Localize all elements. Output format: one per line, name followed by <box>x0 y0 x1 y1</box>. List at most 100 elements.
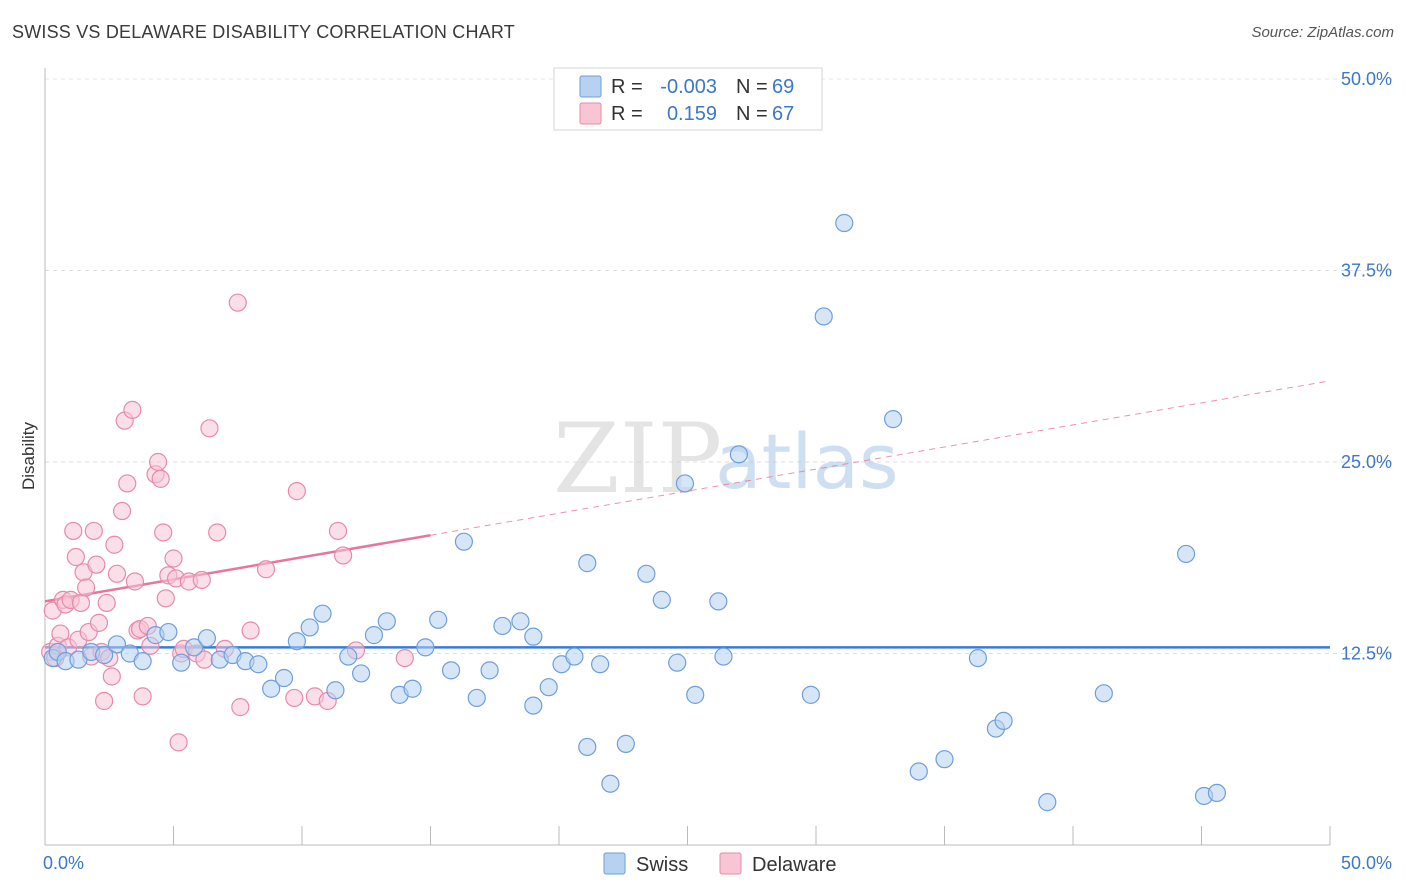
delaware-point <box>105 535 124 554</box>
delaware-point <box>133 687 152 706</box>
delaware-point <box>395 648 414 668</box>
source-credit: Source: ZipAtlas.com <box>1251 24 1394 41</box>
delaware-trend-line <box>44 533 431 603</box>
swiss-point <box>1176 544 1196 564</box>
swiss-point <box>133 652 152 671</box>
delaware-point <box>328 521 348 541</box>
x-tick-label: 50.0% <box>1341 853 1392 873</box>
delaware-point <box>64 521 83 541</box>
swiss-point <box>591 655 610 674</box>
swiss-point <box>159 622 178 642</box>
delaware-point <box>334 546 353 565</box>
delaware-point <box>102 667 121 686</box>
swiss-series-label: Swiss <box>636 854 688 876</box>
swiss-r-value: -0.003 <box>660 76 717 98</box>
swiss-point <box>95 645 114 665</box>
delaware-points <box>41 293 414 752</box>
y-axis-title: Disability <box>19 421 38 490</box>
delaware-point <box>287 482 306 501</box>
swiss-point <box>416 638 435 657</box>
swiss-point <box>107 635 127 654</box>
swiss-point <box>883 410 903 429</box>
swiss-point <box>578 554 597 573</box>
delaware-point <box>200 419 219 438</box>
watermark-atlas: atlas <box>715 417 899 506</box>
swiss-point <box>377 612 396 631</box>
delaware-point <box>148 452 168 472</box>
delaware-point <box>156 589 175 608</box>
delaware-point <box>89 613 109 632</box>
delaware-point <box>87 555 106 574</box>
swiss-point <box>935 750 954 769</box>
swiss-point <box>539 678 558 697</box>
y-tick-label: 25.0% <box>1341 452 1392 472</box>
delaware-point <box>208 523 227 542</box>
swiss-point <box>364 626 384 645</box>
correlation-legend: R = -0.003 N = 69 R = 0.159 N = 67 <box>553 67 823 131</box>
delaware-point <box>164 549 183 568</box>
series-legend: Swiss Delaware <box>603 852 836 876</box>
swiss-point <box>801 685 820 704</box>
delaware-r-label: R = <box>611 103 643 125</box>
trend-lines <box>44 380 1331 649</box>
delaware-series-swatch <box>719 852 742 875</box>
swiss-point <box>300 618 319 637</box>
delaware-point <box>231 698 250 717</box>
swiss-n-value: 69 <box>772 76 794 98</box>
delaware-point <box>285 688 304 708</box>
swiss-point <box>668 653 687 672</box>
swiss-point <box>441 661 461 680</box>
swiss-point <box>403 679 422 698</box>
swiss-legend-swatch <box>579 75 602 98</box>
delaware-legend-swatch <box>579 102 602 125</box>
swiss-point <box>637 564 656 583</box>
swiss-point <box>274 668 294 688</box>
delaware-point <box>71 593 91 613</box>
y-tick-label: 12.5% <box>1341 644 1392 664</box>
chart-title: SWISS VS DELAWARE DISABILITY CORRELATION… <box>12 22 515 42</box>
swiss-point <box>729 445 749 464</box>
swiss-point <box>313 604 332 623</box>
swiss-point <box>262 679 281 698</box>
delaware-point <box>66 547 85 567</box>
delaware-point <box>97 593 116 613</box>
swiss-point <box>1038 793 1057 812</box>
delaware-n-label: N = <box>736 103 768 125</box>
delaware-point <box>123 400 142 420</box>
swiss-point <box>686 685 705 704</box>
swiss-series-swatch <box>603 852 626 875</box>
swiss-point <box>601 774 620 793</box>
swiss-point <box>968 648 988 668</box>
swiss-point <box>352 664 371 683</box>
swiss-point <box>565 647 584 666</box>
swiss-points <box>43 213 1227 812</box>
swiss-point <box>909 762 928 781</box>
delaware-point <box>151 469 170 488</box>
swiss-n-label: N = <box>736 76 768 98</box>
watermark-zip: ZIP <box>553 403 722 515</box>
delaware-n-value: 67 <box>772 103 794 125</box>
swiss-point <box>184 638 204 657</box>
swiss-point <box>326 681 345 700</box>
swiss-point <box>454 532 474 551</box>
swiss-point <box>709 592 728 611</box>
swiss-point <box>429 610 448 629</box>
swiss-point <box>524 696 543 715</box>
swiss-point <box>249 655 268 674</box>
swiss-point <box>511 612 530 631</box>
delaware-r-value: 0.159 <box>667 103 717 125</box>
x-tick-label: 0.0% <box>43 853 84 873</box>
swiss-point <box>480 661 499 680</box>
delaware-point <box>241 621 260 640</box>
swiss-point <box>814 307 833 326</box>
delaware-trend-extension <box>430 380 1331 536</box>
delaware-point <box>256 560 276 579</box>
swiss-point <box>994 711 1013 731</box>
swiss-point <box>578 737 597 757</box>
swiss-point <box>616 734 635 753</box>
swiss-point <box>652 590 671 609</box>
delaware-point <box>154 523 173 542</box>
x-tick-labels: 0.0% 50.0% <box>43 853 1392 873</box>
swiss-r-label: R = <box>611 76 643 98</box>
